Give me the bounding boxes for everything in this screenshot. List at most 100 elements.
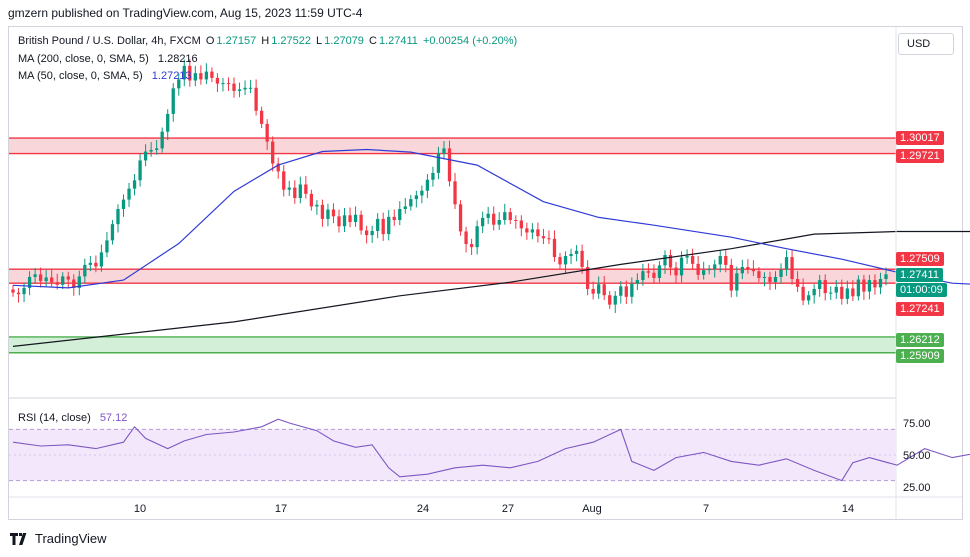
- candle-body: [177, 79, 181, 89]
- candle-body: [602, 284, 606, 296]
- candle-body: [569, 253, 573, 257]
- candle-body: [221, 83, 225, 85]
- candle-body: [182, 65, 186, 80]
- candle-body: [171, 88, 175, 114]
- candle-body: [276, 163, 280, 172]
- currency-button[interactable]: USD: [898, 33, 954, 55]
- candle-body: [840, 286, 844, 299]
- candle-body: [83, 264, 87, 277]
- candle-body: [77, 276, 81, 288]
- resistance-zone: [9, 138, 896, 154]
- legend-h-label: H: [261, 35, 270, 47]
- candle-body: [61, 276, 65, 285]
- candle-body: [166, 113, 170, 132]
- candle-body: [232, 83, 236, 91]
- candle-body: [558, 257, 562, 265]
- candle-body: [668, 254, 673, 268]
- zone-layer: [9, 137, 896, 354]
- candle-body: [757, 271, 761, 278]
- candle-body: [818, 280, 822, 289]
- candle-body: [823, 280, 827, 294]
- candle-body: [663, 254, 667, 266]
- candle-body: [342, 215, 347, 227]
- candle-body: [652, 272, 656, 278]
- candle-body: [11, 289, 15, 293]
- candle-body: [867, 280, 872, 292]
- rsi-tick-label: 75.00: [903, 418, 931, 430]
- candle-body: [431, 172, 435, 180]
- candle-body: [442, 148, 446, 154]
- candle-body: [829, 292, 833, 294]
- ma50-label: MA (50, close, 0, SMA, 5): [18, 70, 143, 82]
- candle-body: [646, 271, 651, 273]
- legend-ma50: MA (50, close, 0, SMA, 5) 1.27213: [18, 70, 194, 82]
- candle-body: [193, 73, 197, 81]
- candle-body: [591, 288, 595, 294]
- candle-body: [795, 279, 800, 287]
- candle-body: [856, 279, 861, 297]
- label-zone-mid-high: 1.27509: [896, 252, 944, 266]
- candle-body: [724, 256, 728, 265]
- candle-body: [492, 213, 496, 225]
- time-tick-label: Aug: [582, 503, 602, 515]
- candle-body: [403, 206, 407, 210]
- candle-body: [503, 212, 507, 220]
- candle-body: [22, 287, 26, 295]
- candle-body: [121, 199, 126, 210]
- candle-body: [271, 141, 275, 164]
- candle-body: [779, 269, 783, 277]
- candle-body: [298, 184, 302, 199]
- ma200-line: [12, 230, 970, 347]
- candle-body: [436, 153, 441, 173]
- candle-body: [149, 149, 153, 152]
- candle-body: [718, 256, 722, 265]
- candle-body: [552, 238, 557, 258]
- candle-body: [746, 267, 750, 269]
- candle-body: [862, 279, 866, 292]
- candle-body: [580, 250, 584, 268]
- candle-body: [94, 262, 98, 267]
- candle-body: [674, 267, 678, 276]
- candle-body: [751, 268, 756, 272]
- footer-brand[interactable]: TradingView: [10, 531, 107, 546]
- candle-body: [309, 193, 314, 207]
- legend-close: 1.27411: [378, 35, 418, 47]
- candle-body: [55, 282, 59, 285]
- legend-ma200: MA (200, close, 0, SMA, 5) 1.28216: [18, 53, 200, 65]
- candle-body: [519, 220, 523, 229]
- candle-body: [514, 219, 518, 221]
- candle-body: [414, 195, 418, 200]
- time-tick-label: 7: [703, 503, 709, 515]
- candle-body: [33, 274, 37, 277]
- candle-body: [464, 231, 468, 245]
- label-countdown: 01:00:09: [896, 283, 947, 297]
- legend-low: 1.27079: [324, 35, 364, 47]
- label-zone-top-high: 1.30017: [896, 131, 944, 145]
- candle-body: [315, 204, 319, 207]
- ma200-value: 1.28216: [157, 53, 198, 65]
- candle-body: [624, 286, 628, 297]
- chart-frame: [8, 26, 963, 520]
- candle-body: [851, 288, 855, 297]
- ma50-value: 1.27213: [151, 70, 192, 82]
- ma50-line: [12, 148, 970, 289]
- candle-body: [784, 257, 789, 270]
- candle-layer: [11, 59, 888, 313]
- candle-body: [447, 148, 452, 182]
- candle-body: [50, 277, 54, 283]
- candle-body: [420, 190, 424, 196]
- rsi-axis: 75.00 50.00 25.00: [903, 418, 931, 494]
- candle-body: [773, 276, 778, 283]
- candle-body: [635, 280, 640, 284]
- label-zone-bottom-low: 1.25909: [896, 349, 944, 363]
- candle-body: [657, 265, 662, 278]
- rsi-tick-label: 25.00: [903, 482, 931, 494]
- candle-body: [320, 204, 325, 219]
- candle-body: [613, 295, 617, 305]
- candle-body: [370, 230, 374, 236]
- candle-body: [834, 286, 838, 293]
- candle-body: [641, 271, 645, 281]
- candle-body: [630, 283, 634, 297]
